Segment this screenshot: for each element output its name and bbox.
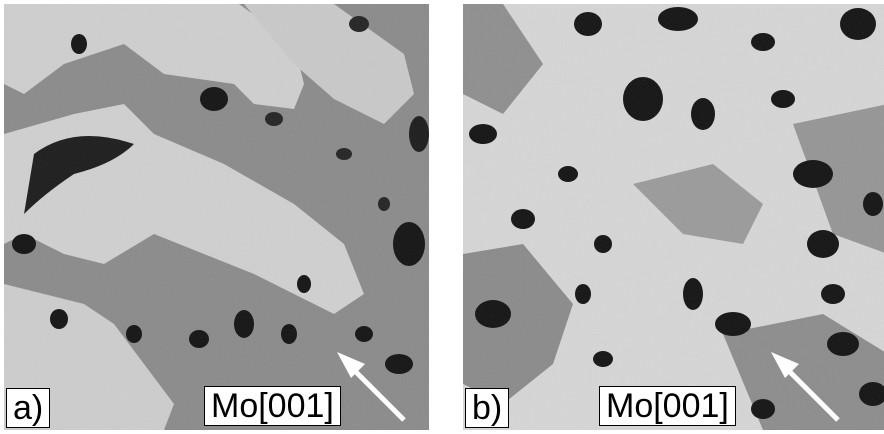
direction-label-a: Mo[001] [204, 386, 341, 426]
surface-image-b [463, 4, 884, 430]
surface-image-a [4, 4, 429, 430]
panel-label-a: a) [6, 388, 51, 428]
stm-image-b: b) Mo[001] [463, 4, 884, 430]
panel-label-b: b) [465, 388, 510, 428]
direction-label-b: Mo[001] [599, 386, 736, 426]
stm-image-a: a) Mo[001] [4, 4, 429, 430]
